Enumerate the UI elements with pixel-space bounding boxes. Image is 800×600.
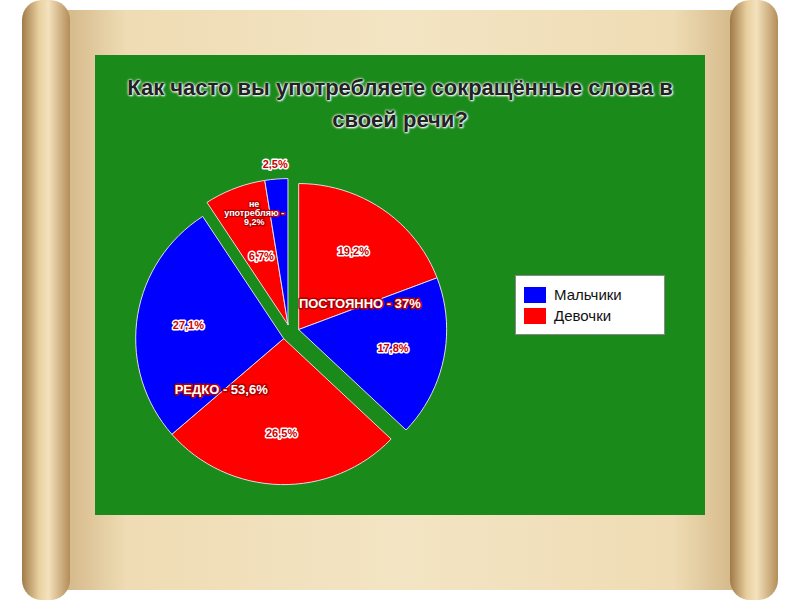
- svg-text:РЕДКО - 53,6%: РЕДКО - 53,6%: [175, 382, 269, 397]
- svg-text:неупотребляю -9,2%: неупотребляю -9,2%: [224, 199, 284, 227]
- svg-text:26,5%: 26,5%: [266, 427, 297, 439]
- html-text:Мальчики: Мальчики: [554, 286, 622, 303]
- svg-text:17,8%: 17,8%: [377, 342, 408, 354]
- html-text:Как часто вы употребляете сокр: Как часто вы употребляете сокращённые сл…: [127, 75, 673, 132]
- html-text:Девочки: Девочки: [554, 307, 612, 324]
- svg-text:ПОСТОЯННО - 37%: ПОСТОЯННО - 37%: [299, 296, 421, 311]
- svg-text:27,1%: 27,1%: [173, 319, 204, 331]
- svg-text:2,5%: 2,5%: [263, 158, 288, 170]
- svg-text:6,7%: 6,7%: [249, 250, 274, 262]
- svg-text:19,2%: 19,2%: [338, 245, 369, 257]
